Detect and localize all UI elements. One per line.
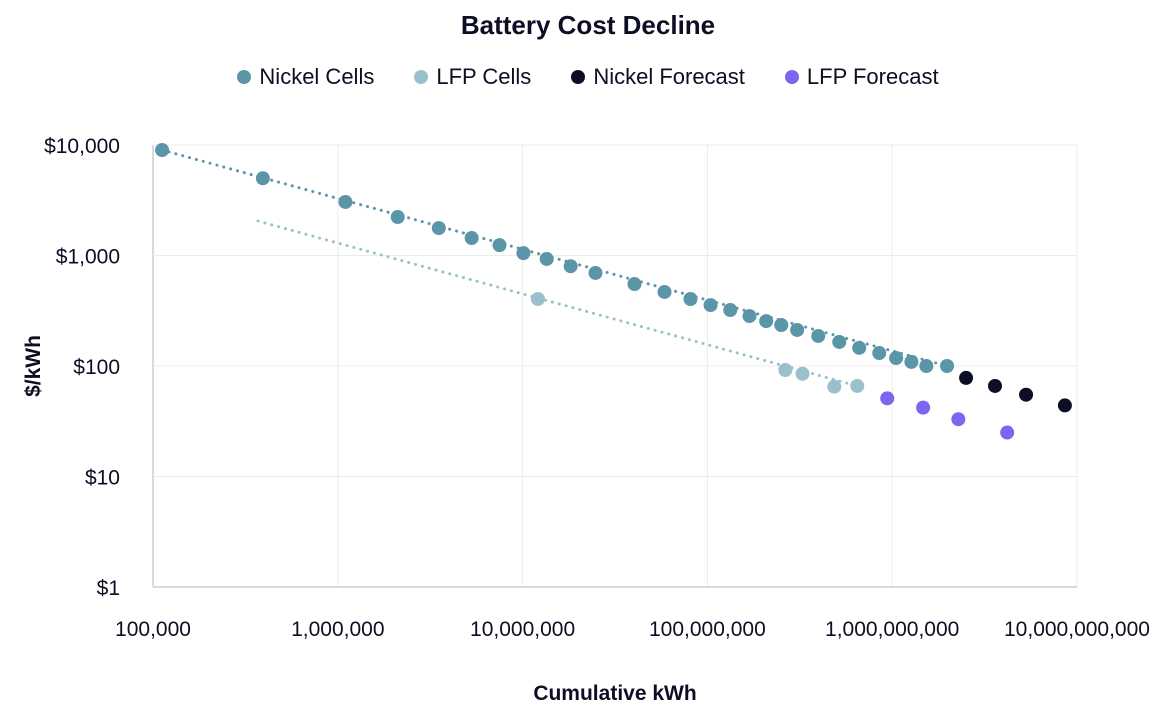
legend-marker-nickel-cells	[237, 70, 252, 84]
legend-marker-nickel-forecast	[571, 70, 586, 84]
chart-title: Battery Cost Decline	[460, 10, 716, 40]
legend-marker-lfp-cells	[414, 70, 429, 84]
point-nickel-cells[interactable]	[759, 314, 774, 329]
point-nickel-cells[interactable]	[627, 277, 642, 292]
point-nickel-cells[interactable]	[790, 322, 805, 337]
point-nickel-cells[interactable]	[832, 334, 847, 349]
point-nickel-forecast[interactable]	[959, 370, 974, 385]
point-lfp-cells[interactable]	[530, 291, 545, 306]
y-axis-title: $/kWh	[22, 335, 45, 397]
legend-label-nickel-forecast: Nickel Forecast	[593, 64, 745, 89]
legend: Nickel Cells LFP Cells Nickel Forecast L…	[0, 64, 1176, 90]
point-nickel-cells[interactable]	[811, 328, 826, 343]
point-lfp-cells[interactable]	[795, 366, 810, 381]
point-nickel-cells[interactable]	[338, 194, 353, 209]
point-nickel-cells[interactable]	[516, 246, 531, 261]
point-nickel-cells[interactable]	[431, 221, 446, 236]
legend-label-lfp-forecast: LFP Forecast	[806, 64, 939, 89]
trendline-lfp-cells	[256, 219, 859, 388]
point-lfp-forecast[interactable]	[880, 391, 895, 406]
y-axis-ticks: $10,000 $1,000 $100 $10 $1	[44, 135, 120, 600]
y-tick-label: $1	[97, 577, 120, 600]
point-nickel-cells[interactable]	[919, 359, 934, 373]
grid	[152, 144, 1078, 588]
point-nickel-cells[interactable]	[940, 359, 955, 373]
point-nickel-cells[interactable]	[872, 346, 887, 361]
point-nickel-forecast[interactable]	[988, 378, 1003, 393]
legend-item-lfp-forecast[interactable]: LFP Forecast	[784, 64, 939, 90]
y-tick-label: $1,000	[56, 246, 120, 269]
point-lfp-cells[interactable]	[850, 378, 865, 393]
point-nickel-cells[interactable]	[703, 298, 718, 313]
point-nickel-cells[interactable]	[904, 354, 919, 369]
legend-label-nickel-cells: Nickel Cells	[259, 64, 375, 89]
point-nickel-cells[interactable]	[852, 340, 867, 355]
trendline-nickel-cells	[160, 148, 949, 368]
x-tick-label: 1,000,000	[291, 618, 384, 641]
point-nickel-cells[interactable]	[563, 259, 578, 274]
legend-label-lfp-cells: LFP Cells	[436, 64, 532, 89]
y-tick-label: $10	[85, 467, 120, 490]
point-nickel-cells[interactable]	[390, 210, 405, 225]
point-nickel-cells[interactable]	[723, 303, 738, 318]
legend-marker-lfp-forecast	[784, 70, 799, 84]
point-nickel-cells[interactable]	[255, 171, 270, 186]
x-tick-label: 100,000	[115, 618, 191, 641]
legend-item-nickel-forecast[interactable]: Nickel Forecast	[571, 64, 745, 90]
x-tick-label: 1,000,000,000	[825, 618, 959, 641]
point-nickel-cells[interactable]	[774, 317, 789, 332]
x-tick-label: 10,000,000,000	[1004, 618, 1150, 641]
point-nickel-cells[interactable]	[492, 238, 507, 253]
point-nickel-forecast[interactable]	[1057, 398, 1072, 413]
point-nickel-cells[interactable]	[889, 351, 904, 366]
point-nickel-cells[interactable]	[683, 291, 698, 306]
point-lfp-forecast[interactable]	[1000, 425, 1015, 440]
trendlines	[160, 148, 949, 388]
point-lfp-forecast[interactable]	[951, 412, 966, 427]
point-nickel-cells[interactable]	[588, 265, 603, 280]
point-nickel-cells[interactable]	[742, 309, 757, 324]
legend-item-lfp-cells[interactable]: LFP Cells	[414, 64, 531, 90]
y-tick-label: $100	[73, 356, 120, 379]
point-nickel-cells[interactable]	[657, 284, 672, 299]
point-lfp-forecast[interactable]	[916, 400, 931, 415]
x-tick-label: 100,000,000	[649, 618, 766, 641]
point-lfp-cells[interactable]	[827, 379, 842, 394]
x-tick-label: 10,000,000	[470, 618, 575, 641]
legend-item-nickel-cells[interactable]: Nickel Cells	[237, 64, 374, 90]
point-nickel-cells[interactable]	[539, 251, 554, 266]
y-tick-label: $10,000	[44, 135, 120, 158]
point-nickel-cells[interactable]	[464, 231, 479, 246]
x-axis-title: Cumulative kWh	[533, 682, 696, 705]
point-nickel-forecast[interactable]	[1019, 387, 1034, 402]
point-nickel-cells[interactable]	[155, 143, 170, 158]
data-points	[155, 143, 1072, 440]
point-lfp-cells[interactable]	[778, 363, 793, 378]
x-axis-ticks: 100,000 1,000,000 10,000,000 100,000,000 1,0…	[115, 618, 1150, 641]
